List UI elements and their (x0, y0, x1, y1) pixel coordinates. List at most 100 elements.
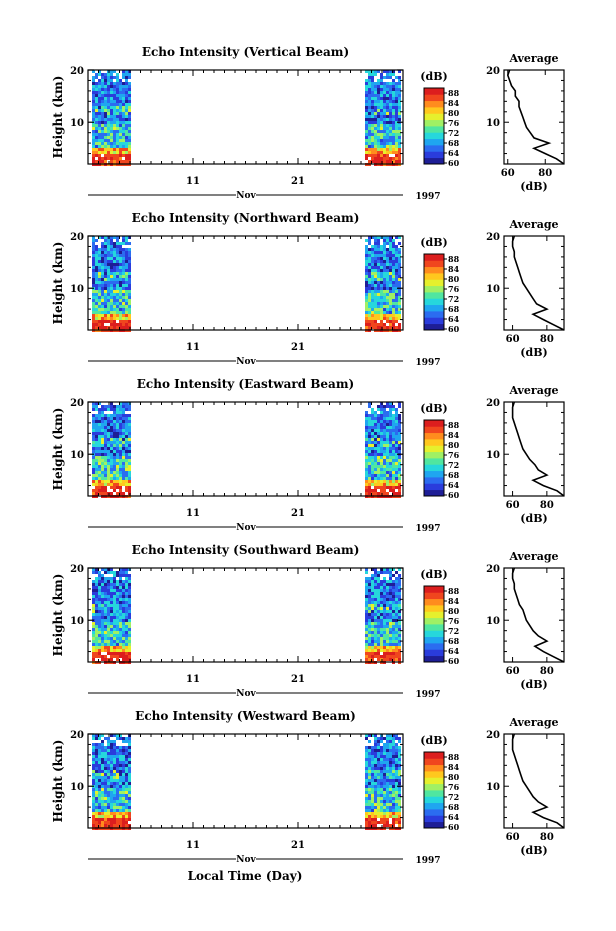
heatmap-cell (398, 616, 401, 619)
heatmap-cell (389, 160, 392, 163)
heatmap-cell (98, 263, 101, 266)
heatmap-cell (374, 459, 377, 462)
heatmap-cell (122, 100, 125, 103)
heatmap-cell (92, 465, 95, 468)
heatmap-cell (113, 94, 116, 97)
heatmap-cell (95, 477, 98, 480)
heatmap-cell (95, 245, 98, 248)
heatmap-cell (104, 296, 107, 299)
heatmap-cell (383, 275, 386, 278)
heatmap-cell (368, 782, 371, 785)
heatmap-cell (365, 776, 368, 779)
heatmap-cell (392, 824, 395, 827)
heatmap-cell (116, 423, 119, 426)
heatmap-cell (110, 263, 113, 266)
average-y-tick-label: 20 (486, 398, 500, 409)
heatmap-cell (122, 767, 125, 770)
heatmap-cell (398, 640, 401, 643)
heatmap-cell (128, 287, 131, 290)
heatmap-cell (116, 619, 119, 622)
heatmap-cell (386, 70, 389, 73)
heatmap-cell (98, 248, 101, 251)
heatmap-cell (92, 248, 95, 251)
heatmap-cell (395, 133, 398, 136)
heatmap-cell (395, 414, 398, 417)
heatmap-cell (125, 115, 128, 118)
heatmap-cell (377, 254, 380, 257)
heatmap-cell (119, 794, 122, 797)
plot-frame (87, 733, 404, 829)
heatmap-cell (383, 112, 386, 115)
heatmap-cell (107, 423, 110, 426)
heatmap-cell (380, 308, 383, 311)
heatmap-cell (104, 571, 107, 574)
colorbar-unit: (dB) (420, 70, 447, 83)
heatmap-cell (374, 782, 377, 785)
heatmap-cell (392, 592, 395, 595)
heatmap-cell (368, 136, 371, 139)
heatmap-cell (368, 755, 371, 758)
heatmap-cell (368, 773, 371, 776)
heatmap-cell (377, 278, 380, 281)
heatmap-cell (104, 118, 107, 121)
heatmap-cell (110, 797, 113, 800)
heatmap-cell (110, 622, 113, 625)
heatmap-cell (107, 746, 110, 749)
heatmap-cell (377, 450, 380, 453)
heatmap-cell (107, 417, 110, 420)
heatmap-cell (380, 432, 383, 435)
heatmap-cell (380, 625, 383, 628)
heatmap-cell (365, 302, 368, 305)
heatmap-cell (92, 447, 95, 450)
heatmap-cell (119, 269, 122, 272)
heatmap-cell (368, 278, 371, 281)
heatmap-cell (398, 414, 401, 417)
heatmap-cell (365, 459, 368, 462)
heatmap-cell (98, 755, 101, 758)
heatmap-cell (113, 483, 116, 486)
heatmap-cell (101, 622, 104, 625)
heatmap-cell (92, 613, 95, 616)
heatmap-cell (380, 583, 383, 586)
heatmap-cell (395, 275, 398, 278)
heatmap-cell (101, 317, 104, 320)
heatmap-cell (125, 139, 128, 142)
heatmap-cell (119, 112, 122, 115)
heatmap-cell (95, 803, 98, 806)
heatmap-cell (380, 782, 383, 785)
heatmap-cell (371, 103, 374, 106)
heatmap-cell (392, 773, 395, 776)
heatmap-cell (386, 610, 389, 613)
heatmap-cell (95, 625, 98, 628)
heatmap-cell (116, 275, 119, 278)
heatmap-cell (104, 160, 107, 163)
heatmap-cell (368, 151, 371, 154)
heatmap-cell (101, 293, 104, 296)
heatmap-cell (377, 70, 380, 73)
heatmap-cell (371, 405, 374, 408)
heatmap-cell (380, 426, 383, 429)
panel-title: Echo Intensity (Eastward Beam) (137, 377, 354, 391)
heatmap-cell (389, 317, 392, 320)
panel-2: Echo Intensity (Eastward Beam)2010Height… (51, 377, 565, 534)
heatmap-cell (116, 411, 119, 414)
heatmap-cell (392, 447, 395, 450)
heatmap-cell (389, 444, 392, 447)
heatmap-cell (128, 613, 131, 616)
heatmap-cell (374, 601, 377, 604)
heatmap-cell (95, 115, 98, 118)
heatmap-cell (92, 251, 95, 254)
heatmap-cell (383, 405, 386, 408)
heatmap-cell (104, 734, 107, 737)
heatmap-cell (377, 622, 380, 625)
heatmap-cell (110, 275, 113, 278)
heatmap-cell (392, 749, 395, 752)
heatmap-cell (101, 263, 104, 266)
heatmap-cell (113, 308, 116, 311)
heatmap-cell (104, 112, 107, 115)
heatmap-cell (122, 305, 125, 308)
heatmap-cell (125, 260, 128, 263)
heatmap-cell (125, 607, 128, 610)
heatmap-cell (386, 574, 389, 577)
heatmap-cell (122, 254, 125, 257)
